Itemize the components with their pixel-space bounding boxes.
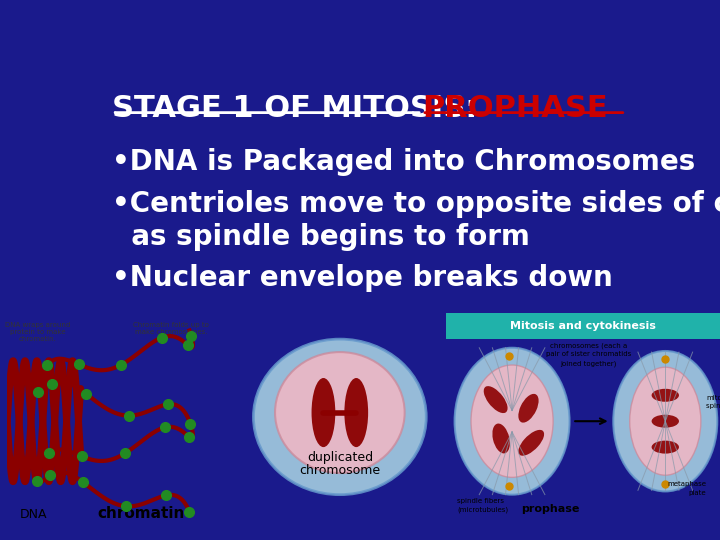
Text: prophase: prophase [521,504,580,514]
Text: pair of sister chromatids: pair of sister chromatids [546,352,631,357]
Ellipse shape [630,367,701,475]
Text: spindle -: spindle - [706,403,720,409]
Ellipse shape [492,423,510,454]
Ellipse shape [652,389,679,402]
Ellipse shape [275,352,405,473]
Ellipse shape [344,378,368,447]
Text: •Centrioles move to opposite sides of cell: •Centrioles move to opposite sides of ce… [112,190,720,218]
Text: •DNA is Packaged into Chromosomes: •DNA is Packaged into Chromosomes [112,148,696,176]
Text: DNA: DNA [19,508,47,521]
Ellipse shape [652,415,679,428]
Text: chromosomes (each a: chromosomes (each a [550,343,627,349]
Text: PROPHASE: PROPHASE [422,94,608,123]
Text: STAGE 1 OF MITOSIS:: STAGE 1 OF MITOSIS: [112,94,488,123]
Text: metaphase: metaphase [667,481,706,487]
Text: spindle fibers: spindle fibers [457,498,504,504]
Ellipse shape [518,430,544,456]
Ellipse shape [454,348,570,495]
Text: •Nuclear envelope breaks down: •Nuclear envelope breaks down [112,265,613,292]
Ellipse shape [652,441,679,454]
Ellipse shape [253,339,426,495]
Text: Mitosis and cytokinesis: Mitosis and cytokinesis [510,321,656,331]
Ellipse shape [471,365,553,477]
Ellipse shape [613,351,717,491]
Text: (microtubules): (microtubules) [457,507,508,514]
Ellipse shape [518,394,539,423]
Ellipse shape [312,378,336,447]
Text: DNA wraps around
protein to make
chromatin.: DNA wraps around protein to make chromat… [5,322,70,342]
Text: joined together): joined together) [560,360,617,367]
Bar [446,313,720,339]
Ellipse shape [484,386,508,413]
Text: Chromatin folds up to
make chromosomes.: Chromatin folds up to make chromosomes. [133,322,210,335]
Text: chromatin: chromatin [97,505,185,521]
Text: chromosome: chromosome [300,464,380,477]
Text: mitotic: mitotic [706,395,720,401]
Text: as spindle begins to form: as spindle begins to form [112,223,530,251]
Text: plate: plate [689,490,706,496]
Text: duplicated: duplicated [307,451,373,464]
